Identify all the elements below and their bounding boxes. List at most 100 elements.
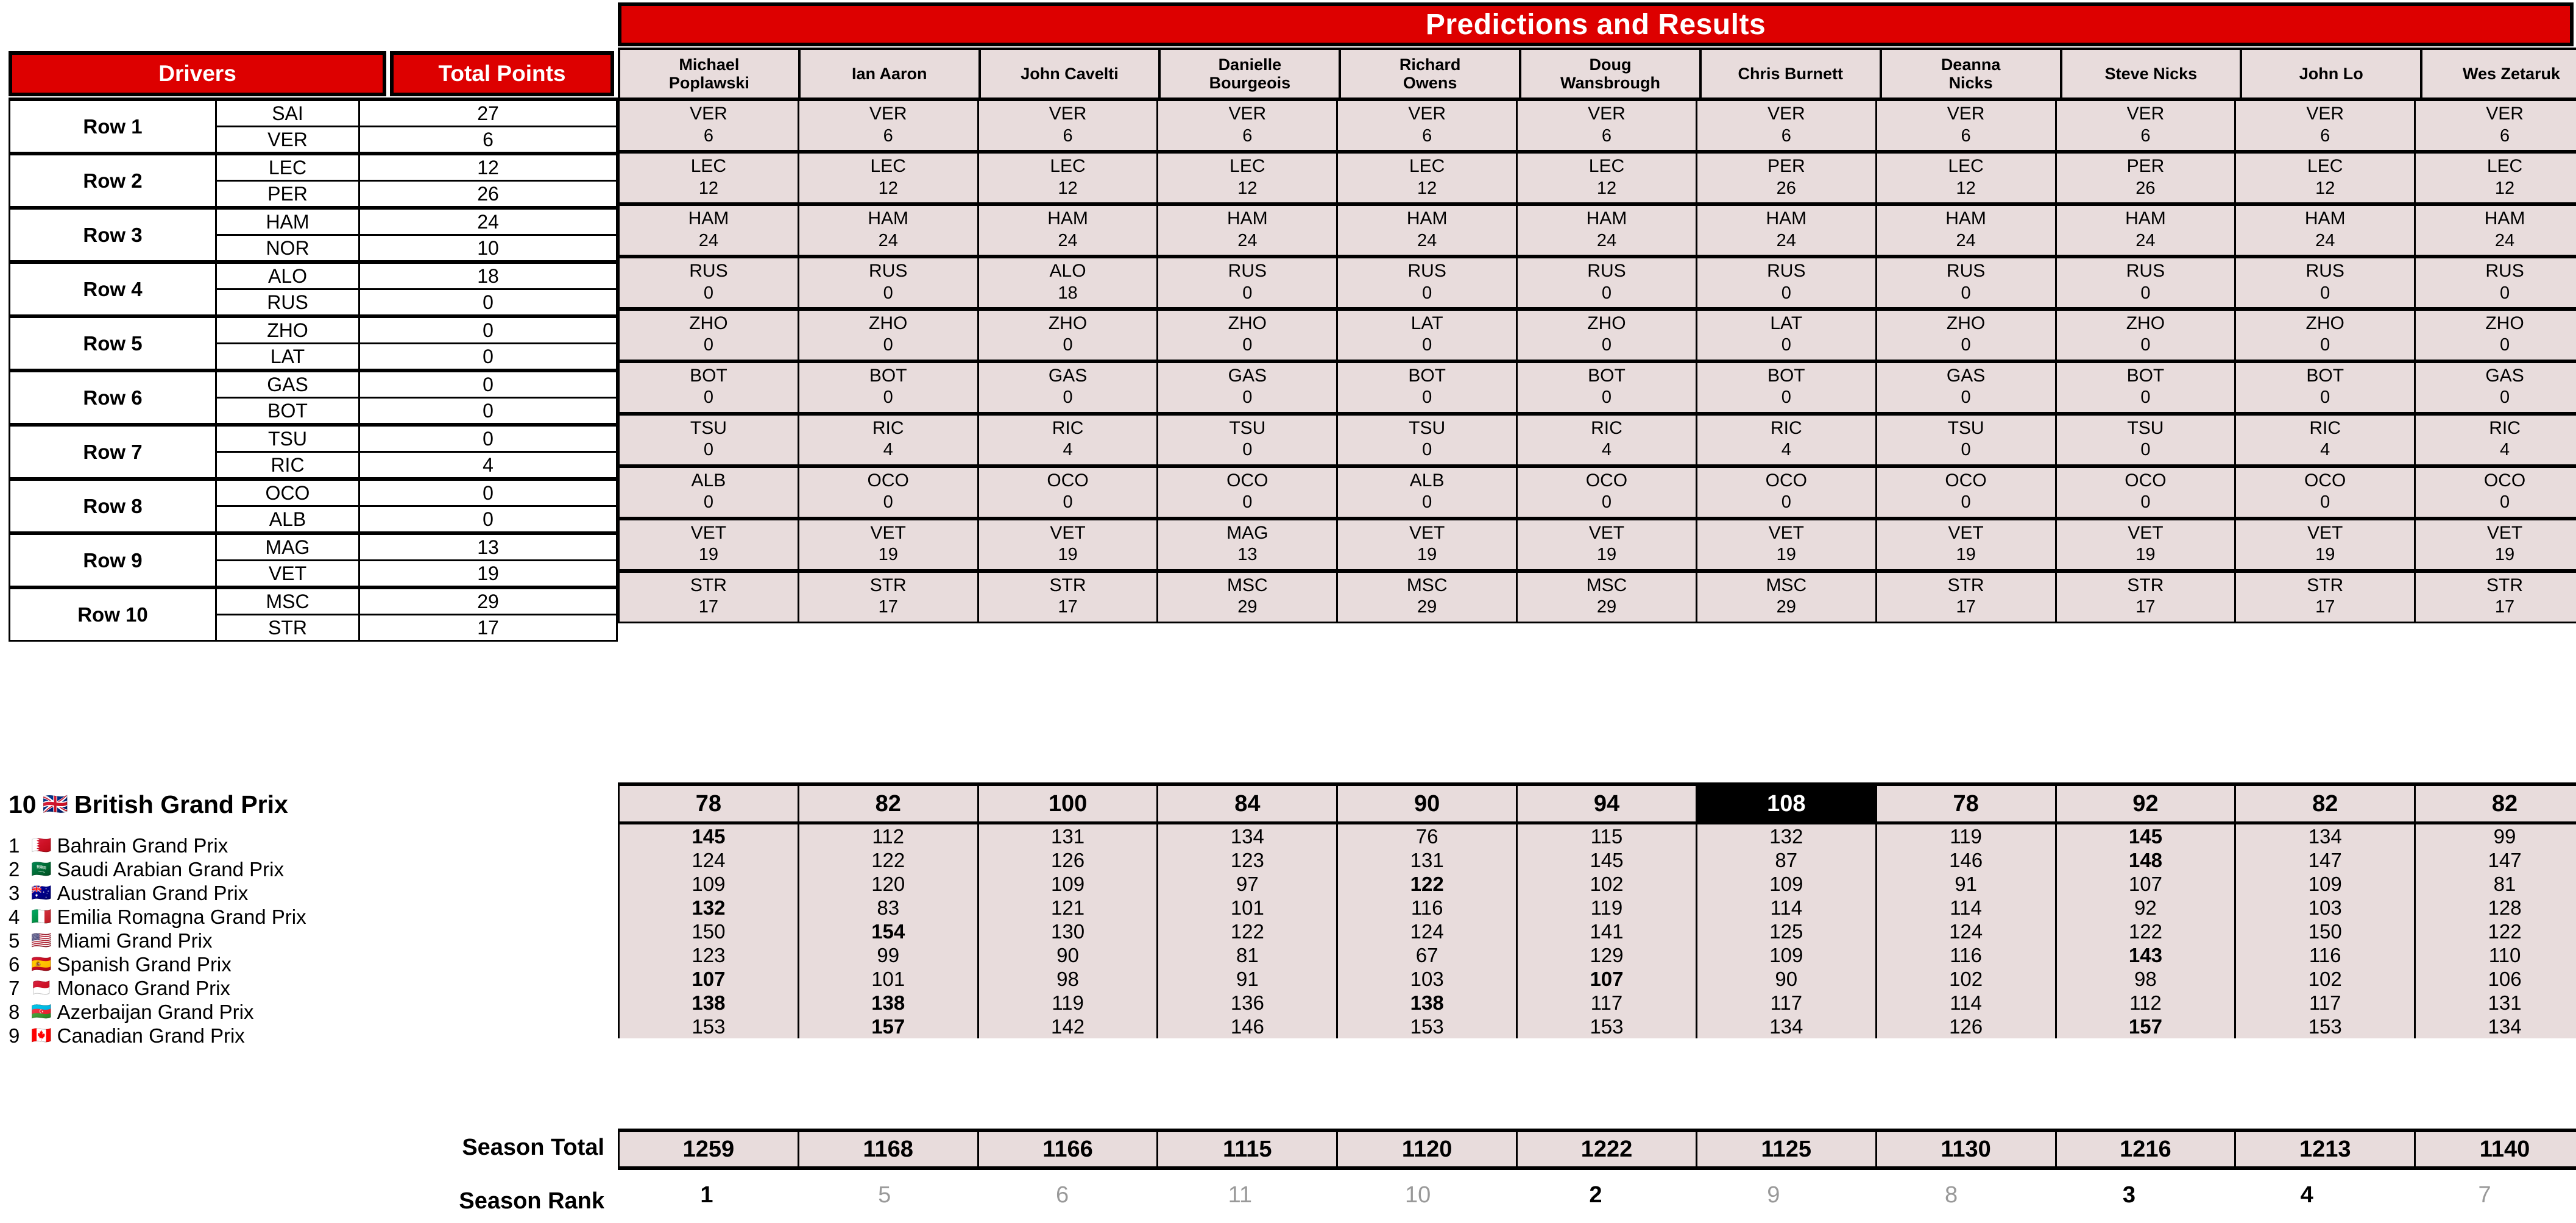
prediction-cell-r2-c1[interactable]: LEC 12 (618, 149, 799, 205)
race-list-item-5[interactable]: 5 🇺🇸 Miami Grand Prix (9, 929, 614, 952)
prediction-cell-r10-c3[interactable]: STR 17 (977, 569, 1159, 623)
race-list-item-1[interactable]: 1 🇧🇭 Bahrain Grand Prix (9, 834, 614, 857)
prediction-cell-r3-c8[interactable]: HAM 24 (1875, 202, 2057, 258)
prediction-cell-r5-c2[interactable]: ZHO 0 (797, 307, 979, 363)
prediction-cell-r4-c4[interactable]: RUS 0 (1156, 254, 1339, 310)
player-header-4[interactable]: Danielle Bourgeois (1158, 48, 1342, 100)
prediction-cell-r1-c6[interactable]: VER 6 (1516, 97, 1697, 153)
prediction-cell-r5-c10[interactable]: ZHO 0 (2234, 307, 2416, 363)
prediction-cell-r6-c6[interactable]: BOT 0 (1516, 359, 1697, 415)
prediction-cell-r3-c10[interactable]: HAM 24 (2234, 202, 2416, 258)
prediction-cell-r9-c6[interactable]: VET 19 (1516, 516, 1697, 572)
prediction-cell-r6-c2[interactable]: BOT 0 (797, 359, 979, 415)
prediction-cell-r2-c6[interactable]: LEC 12 (1516, 149, 1697, 205)
prediction-cell-r10-c5[interactable]: MSC 29 (1336, 569, 1518, 623)
prediction-cell-r10-c1[interactable]: STR 17 (618, 569, 799, 623)
player-header-11[interactable]: Wes Zetaruk (2420, 48, 2576, 100)
prediction-cell-r4-c11[interactable]: RUS 0 (2414, 254, 2576, 310)
prediction-cell-r2-c5[interactable]: LEC 12 (1336, 149, 1518, 205)
player-header-9[interactable]: Steve Nicks (2059, 48, 2243, 100)
prediction-cell-r9-c2[interactable]: VET 19 (797, 516, 979, 572)
prediction-cell-r8-c9[interactable]: OCO 0 (2054, 464, 2237, 520)
prediction-cell-r6-c7[interactable]: BOT 0 (1695, 359, 1877, 415)
prediction-cell-r4-c6[interactable]: RUS 0 (1516, 254, 1697, 310)
prediction-cell-r2-c9[interactable]: PER 26 (2054, 149, 2237, 205)
prediction-cell-r3-c6[interactable]: HAM 24 (1516, 202, 1697, 258)
player-header-3[interactable]: John Cavelti (978, 48, 1161, 100)
prediction-cell-r4-c10[interactable]: RUS 0 (2234, 254, 2416, 310)
prediction-cell-r7-c8[interactable]: TSU 0 (1875, 411, 2057, 467)
race-list-item-3[interactable]: 3 🇦🇺 Australian Grand Prix (9, 881, 614, 905)
prediction-cell-r9-c3[interactable]: VET 19 (977, 516, 1159, 572)
prediction-cell-r6-c9[interactable]: BOT 0 (2054, 359, 2237, 415)
prediction-cell-r2-c2[interactable]: LEC 12 (797, 149, 979, 205)
prediction-cell-r10-c8[interactable]: STR 17 (1875, 569, 2057, 623)
prediction-cell-r10-c2[interactable]: STR 17 (797, 569, 979, 623)
race-list-item-4[interactable]: 4 🇮🇹 Emilia Romagna Grand Prix (9, 905, 614, 929)
player-header-1[interactable]: Michael Poplawski (618, 48, 801, 100)
player-header-2[interactable]: Ian Aaron (798, 48, 981, 100)
prediction-cell-r2-c8[interactable]: LEC 12 (1875, 149, 2057, 205)
prediction-cell-r10-c11[interactable]: STR 17 (2414, 569, 2576, 623)
prediction-cell-r4-c7[interactable]: RUS 0 (1695, 254, 1877, 310)
prediction-cell-r2-c3[interactable]: LEC 12 (977, 149, 1159, 205)
prediction-cell-r5-c8[interactable]: ZHO 0 (1875, 307, 2057, 363)
prediction-cell-r7-c5[interactable]: TSU 0 (1336, 411, 1518, 467)
prediction-cell-r6-c5[interactable]: BOT 0 (1336, 359, 1518, 415)
prediction-cell-r4-c8[interactable]: RUS 0 (1875, 254, 2057, 310)
prediction-cell-r7-c9[interactable]: TSU 0 (2054, 411, 2237, 467)
prediction-cell-r8-c3[interactable]: OCO 0 (977, 464, 1159, 520)
prediction-cell-r9-c1[interactable]: VET 19 (618, 516, 799, 572)
prediction-cell-r7-c11[interactable]: RIC 4 (2414, 411, 2576, 467)
race-list-item-8[interactable]: 8 🇦🇿 Azerbaijan Grand Prix (9, 1000, 614, 1024)
prediction-cell-r5-c3[interactable]: ZHO 0 (977, 307, 1159, 363)
prediction-cell-r7-c7[interactable]: RIC 4 (1695, 411, 1877, 467)
prediction-cell-r6-c1[interactable]: BOT 0 (618, 359, 799, 415)
prediction-cell-r4-c3[interactable]: ALO 18 (977, 254, 1159, 310)
prediction-cell-r8-c6[interactable]: OCO 0 (1516, 464, 1697, 520)
prediction-cell-r2-c11[interactable]: LEC 12 (2414, 149, 2576, 205)
prediction-cell-r9-c11[interactable]: VET 19 (2414, 516, 2576, 572)
prediction-cell-r6-c11[interactable]: GAS 0 (2414, 359, 2576, 415)
prediction-cell-r1-c2[interactable]: VER 6 (797, 97, 979, 153)
prediction-cell-r4-c1[interactable]: RUS 0 (618, 254, 799, 310)
prediction-cell-r1-c10[interactable]: VER 6 (2234, 97, 2416, 153)
prediction-cell-r4-c9[interactable]: RUS 0 (2054, 254, 2237, 310)
prediction-cell-r5-c9[interactable]: ZHO 0 (2054, 307, 2237, 363)
prediction-cell-r7-c10[interactable]: RIC 4 (2234, 411, 2416, 467)
race-list-item-9[interactable]: 9 🇨🇦 Canadian Grand Prix (9, 1024, 614, 1048)
prediction-cell-r10-c4[interactable]: MSC 29 (1156, 569, 1339, 623)
prediction-cell-r1-c8[interactable]: VER 6 (1875, 97, 2057, 153)
prediction-cell-r9-c8[interactable]: VET 19 (1875, 516, 2057, 572)
prediction-cell-r10-c9[interactable]: STR 17 (2054, 569, 2237, 623)
prediction-cell-r4-c2[interactable]: RUS 0 (797, 254, 979, 310)
prediction-cell-r9-c7[interactable]: VET 19 (1695, 516, 1877, 572)
prediction-cell-r8-c2[interactable]: OCO 0 (797, 464, 979, 520)
prediction-cell-r5-c1[interactable]: ZHO 0 (618, 307, 799, 363)
prediction-cell-r2-c7[interactable]: PER 26 (1695, 149, 1877, 205)
prediction-cell-r4-c5[interactable]: RUS 0 (1336, 254, 1518, 310)
prediction-cell-r9-c9[interactable]: VET 19 (2054, 516, 2237, 572)
prediction-cell-r5-c6[interactable]: ZHO 0 (1516, 307, 1697, 363)
prediction-cell-r8-c1[interactable]: ALB 0 (618, 464, 799, 520)
prediction-cell-r10-c7[interactable]: MSC 29 (1695, 569, 1877, 623)
player-header-7[interactable]: Chris Burnett (1699, 48, 1882, 100)
prediction-cell-r7-c2[interactable]: RIC 4 (797, 411, 979, 467)
player-header-8[interactable]: Deanna Nicks (1879, 48, 2062, 100)
prediction-cell-r1-c5[interactable]: VER 6 (1336, 97, 1518, 153)
prediction-cell-r2-c10[interactable]: LEC 12 (2234, 149, 2416, 205)
prediction-cell-r5-c7[interactable]: LAT 0 (1695, 307, 1877, 363)
prediction-cell-r9-c4[interactable]: MAG 13 (1156, 516, 1339, 572)
prediction-cell-r1-c1[interactable]: VER 6 (618, 97, 799, 153)
prediction-cell-r8-c5[interactable]: ALB 0 (1336, 464, 1518, 520)
prediction-cell-r1-c4[interactable]: VER 6 (1156, 97, 1339, 153)
prediction-cell-r8-c10[interactable]: OCO 0 (2234, 464, 2416, 520)
prediction-cell-r10-c10[interactable]: STR 17 (2234, 569, 2416, 623)
prediction-cell-r7-c6[interactable]: RIC 4 (1516, 411, 1697, 467)
player-header-5[interactable]: Richard Owens (1339, 48, 1522, 100)
prediction-cell-r6-c3[interactable]: GAS 0 (977, 359, 1159, 415)
prediction-cell-r1-c3[interactable]: VER 6 (977, 97, 1159, 153)
prediction-cell-r2-c4[interactable]: LEC 12 (1156, 149, 1339, 205)
prediction-cell-r8-c8[interactable]: OCO 0 (1875, 464, 2057, 520)
prediction-cell-r9-c5[interactable]: VET 19 (1336, 516, 1518, 572)
